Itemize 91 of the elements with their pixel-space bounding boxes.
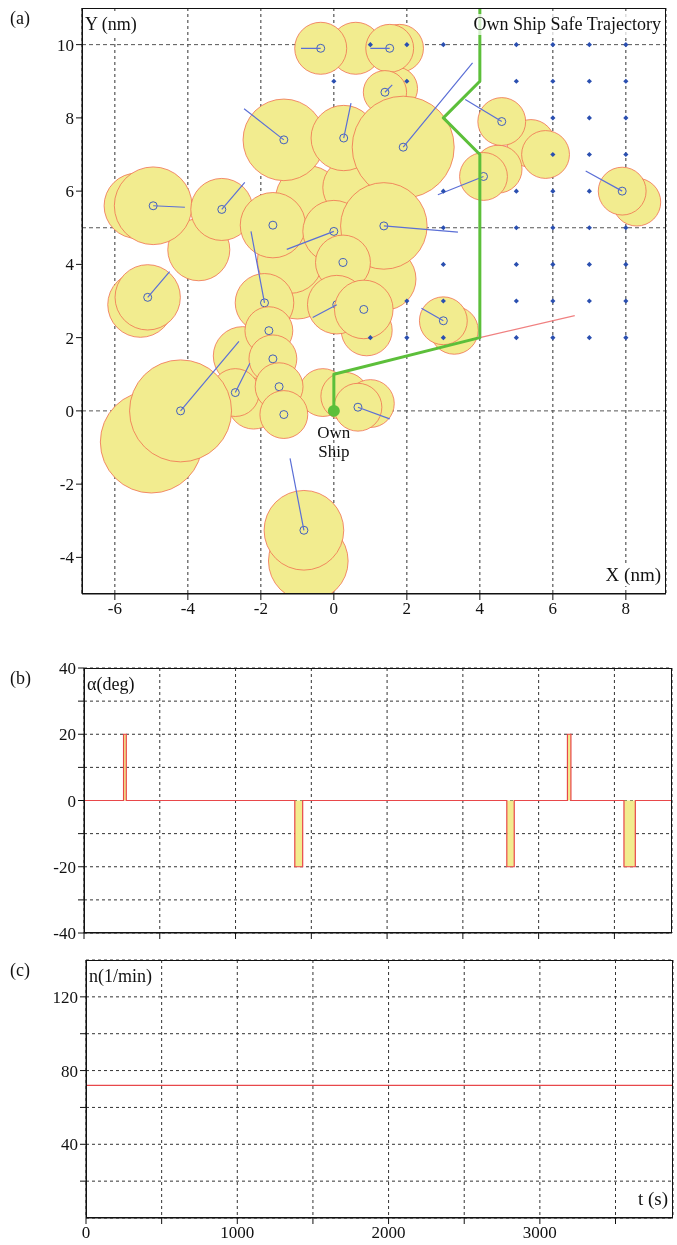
point (440, 335, 446, 341)
point (367, 42, 373, 48)
point (550, 335, 556, 341)
y-tick-label: 120 (52, 987, 78, 1007)
x-tick-label: 0 (329, 599, 339, 619)
point (617, 186, 627, 196)
x-tick-label: 3000 (522, 1223, 557, 1243)
y-tick-label: -20 (53, 857, 76, 877)
point (143, 292, 153, 302)
point (329, 226, 339, 236)
point (550, 261, 556, 267)
point (586, 78, 592, 84)
point (385, 43, 395, 53)
point (438, 316, 448, 326)
x-tick-label: 8 (621, 599, 631, 619)
chart-title: (a) (10, 8, 30, 29)
y-tick-label: 2 (65, 328, 74, 348)
y-tick-label: -2 (59, 475, 74, 495)
x-tick-label: 2 (402, 599, 412, 619)
series-label: Own Ship Safe Trajectory (473, 14, 661, 35)
x-tick-label: 1000 (220, 1223, 255, 1243)
x-tick-label: -6 (107, 599, 122, 619)
x-tick-label: 6 (548, 599, 558, 619)
point (513, 335, 519, 341)
point (586, 335, 592, 341)
y-tick-label: 0 (67, 791, 76, 811)
point (623, 42, 629, 48)
point (550, 42, 556, 48)
y-tick-label: -40 (53, 924, 76, 944)
point (404, 335, 410, 341)
y-tick-label: 80 (61, 1061, 78, 1081)
point (380, 87, 390, 97)
point (513, 225, 519, 231)
point (586, 151, 592, 158)
point (260, 298, 269, 308)
y-tick-label: 10 (57, 35, 74, 55)
y-tick-label: 0 (65, 401, 74, 421)
y-tick-label: 40 (59, 659, 76, 679)
x-tick-label: 2000 (371, 1223, 406, 1243)
point (404, 42, 410, 48)
y-tick-label: 20 (59, 725, 76, 745)
point (440, 188, 446, 194)
point (623, 225, 629, 231)
y-tick-label: 40 (61, 1135, 78, 1155)
point (586, 188, 592, 194)
x-tick-label: 4 (475, 599, 485, 619)
point (440, 42, 446, 48)
point (440, 225, 446, 231)
y-tick-label: 8 (65, 108, 74, 128)
point (513, 42, 519, 48)
x-axis-title: t (s) (637, 1188, 668, 1210)
y-tick-label: 6 (65, 182, 74, 202)
point (497, 117, 507, 126)
point (217, 204, 227, 214)
point (550, 225, 556, 231)
y-axis-title: n(1/min) (89, 966, 152, 987)
point (299, 525, 309, 535)
point (176, 406, 185, 416)
annotation: Own Ship (316, 422, 352, 461)
point (623, 335, 629, 341)
point (316, 43, 326, 53)
point (586, 225, 592, 231)
point (148, 201, 158, 211)
x-tick-label: 0 (81, 1223, 91, 1243)
x-tick-label: -2 (253, 599, 268, 619)
point (586, 115, 592, 121)
point (230, 388, 240, 398)
point (327, 404, 340, 417)
y-tick-label: -4 (59, 548, 75, 568)
point (379, 221, 389, 231)
point (339, 133, 349, 143)
x-tick-label: -4 (180, 599, 196, 619)
point (586, 261, 592, 267)
point (513, 78, 519, 84)
point (279, 135, 289, 145)
point (550, 151, 556, 158)
point (623, 151, 629, 158)
point (513, 188, 519, 194)
point (398, 142, 408, 152)
y-tick-label: 4 (65, 255, 75, 275)
y-axis-title: Y (nm) (85, 14, 137, 35)
point (440, 261, 446, 267)
point (367, 335, 373, 341)
point (353, 402, 363, 412)
x-axis-title: X (nm) (605, 564, 661, 586)
y-axis-title: α(deg) (87, 674, 135, 695)
point (586, 42, 592, 48)
chart-title: (c) (10, 960, 30, 981)
point (513, 261, 519, 267)
point (623, 261, 629, 267)
chart-title: (b) (10, 668, 31, 689)
